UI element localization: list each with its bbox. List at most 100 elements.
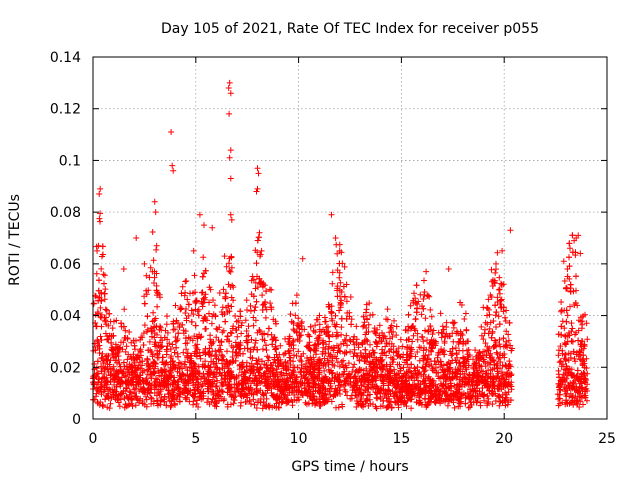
data-point — [562, 351, 569, 358]
data-point — [211, 302, 218, 309]
data-point — [138, 334, 144, 341]
data-point — [576, 317, 582, 324]
data-point — [316, 312, 323, 319]
data-point — [315, 365, 322, 372]
data-point — [140, 377, 147, 384]
data-point — [321, 329, 328, 335]
data-point — [101, 290, 108, 297]
data-point — [376, 322, 383, 329]
data-point — [451, 382, 458, 389]
data-point — [322, 350, 329, 357]
data-point — [131, 386, 138, 393]
data-point — [277, 387, 284, 394]
data-point — [385, 368, 391, 375]
data-point — [208, 369, 215, 376]
data-point — [414, 330, 421, 337]
data-point — [343, 332, 350, 339]
data-point — [226, 110, 233, 117]
data-point — [356, 366, 363, 373]
data-point — [232, 313, 239, 319]
data-point — [113, 383, 120, 390]
data-point — [117, 391, 124, 398]
data-point — [182, 396, 189, 403]
data-point — [194, 335, 201, 342]
data-point — [282, 335, 289, 342]
data-point — [307, 323, 314, 330]
data-point — [195, 312, 202, 319]
data-point — [479, 391, 486, 398]
data-point — [447, 380, 454, 387]
data-point — [146, 338, 153, 345]
data-point — [563, 385, 570, 392]
data-point — [558, 308, 564, 315]
data-point — [141, 293, 148, 300]
data-point — [105, 322, 112, 329]
data-point — [409, 373, 416, 379]
data-point — [352, 373, 359, 380]
data-point — [227, 359, 234, 366]
data-point — [180, 349, 187, 356]
data-point — [255, 369, 262, 376]
data-point — [232, 327, 239, 334]
data-point — [244, 394, 251, 401]
data-point — [123, 343, 130, 350]
data-point — [213, 325, 220, 332]
data-point — [342, 377, 349, 384]
data-point — [498, 304, 504, 311]
data-point — [566, 263, 573, 270]
data-point — [556, 374, 563, 381]
data-point — [293, 292, 300, 299]
data-point — [97, 185, 104, 192]
data-point — [575, 337, 582, 344]
data-point — [163, 321, 170, 328]
data-point — [235, 317, 242, 324]
data-point — [134, 353, 141, 360]
data-point — [104, 366, 111, 373]
data-point — [508, 347, 515, 354]
data-point — [328, 370, 335, 377]
data-point — [195, 404, 202, 410]
data-point — [209, 348, 216, 355]
data-point — [245, 323, 252, 330]
data-point — [123, 363, 130, 369]
data-point — [462, 310, 469, 317]
data-point — [362, 346, 369, 353]
data-point — [227, 369, 234, 376]
data-point — [250, 293, 257, 300]
data-point — [489, 283, 496, 289]
data-point — [139, 377, 146, 384]
data-point — [465, 404, 472, 411]
data-point — [266, 286, 273, 293]
data-point — [98, 297, 105, 304]
data-point — [556, 391, 563, 398]
data-point — [336, 287, 343, 294]
data-point — [253, 381, 260, 387]
plot-frame — [92, 56, 608, 420]
data-point — [559, 350, 566, 357]
data-point — [357, 386, 364, 393]
data-point — [567, 303, 573, 310]
data-point — [96, 342, 103, 349]
data-point — [329, 361, 336, 368]
data-point — [151, 323, 158, 330]
data-point — [500, 304, 507, 311]
data-point — [269, 392, 276, 399]
data-point — [219, 381, 226, 387]
data-point — [421, 292, 428, 298]
data-point — [195, 363, 202, 370]
data-point — [247, 308, 254, 314]
data-point — [227, 175, 234, 182]
data-point — [123, 385, 130, 392]
data-point — [329, 331, 336, 338]
data-point — [254, 237, 261, 244]
data-point — [250, 322, 257, 329]
data-point — [386, 348, 393, 355]
data-point — [253, 260, 260, 267]
data-point — [400, 380, 406, 387]
data-point — [415, 400, 422, 407]
data-point — [506, 319, 513, 326]
data-point — [488, 334, 495, 341]
data-point — [367, 361, 374, 368]
data-point — [111, 376, 118, 383]
data-point — [106, 332, 113, 339]
